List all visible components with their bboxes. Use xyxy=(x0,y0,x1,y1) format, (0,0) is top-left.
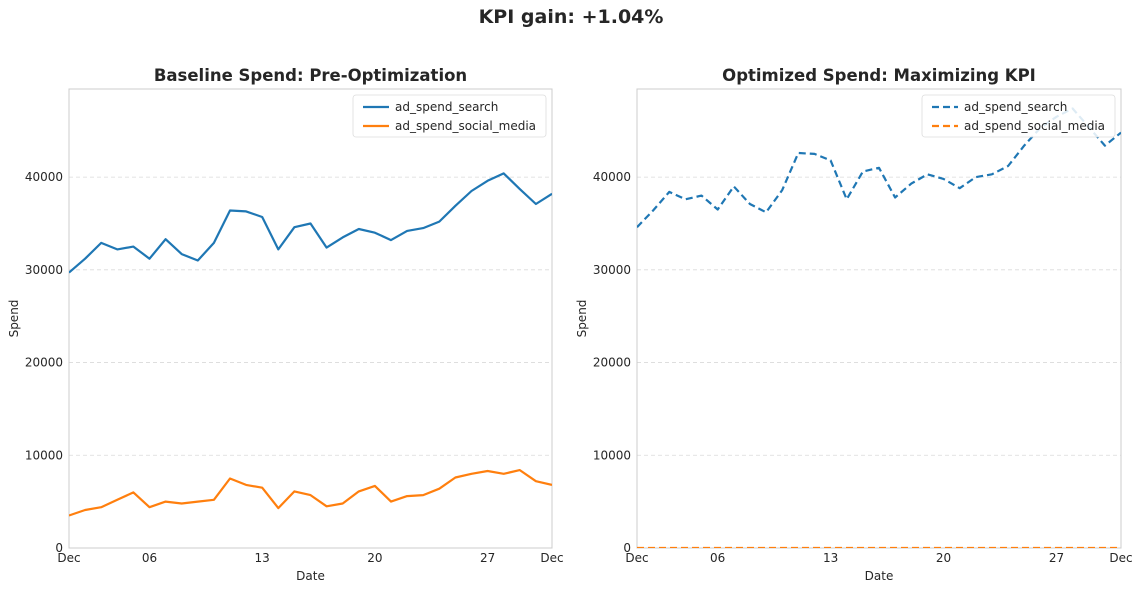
baseline-series-group xyxy=(69,172,552,517)
baseline-legend-entry: ad_spend_search xyxy=(395,100,498,114)
baseline-xtick-label: Dec xyxy=(57,551,80,565)
optimized-xtick-label: Dec xyxy=(625,551,648,565)
baseline-legend-box xyxy=(352,94,547,138)
optimized-series-group xyxy=(637,107,1121,548)
figure-title: KPI gain: +1.04% xyxy=(478,6,664,28)
baseline-ytick-label: 40000 xyxy=(25,170,63,184)
baseline-ytick-label: 0 xyxy=(55,541,63,555)
optimized-ylabel: Spend xyxy=(575,300,589,338)
chart-baseline: 0 10000 20000 30000 40000 Dec 06 13 20 27 Dec Date S… xyxy=(7,66,564,583)
optimized-title: Optimized Spend: Maximizing KPI xyxy=(722,66,1036,85)
baseline-xtick-label: Dec xyxy=(540,551,563,565)
optimized-xtick-label: Dec xyxy=(1109,551,1132,565)
optimized-ytick-label: 40000 xyxy=(593,170,631,184)
baseline-legend-entry: ad_spend_social_media xyxy=(395,119,536,133)
baseline-plot-frame xyxy=(68,88,553,549)
optimized-ytick-label: 10000 xyxy=(593,448,631,462)
optimized-series-line-ad-spend-search xyxy=(637,107,1121,228)
optimized-xtick-label: 13 xyxy=(823,551,838,565)
optimized-ytick-label: 20000 xyxy=(593,356,631,370)
baseline-ytick-label: 20000 xyxy=(25,356,63,370)
optimized-legend-box xyxy=(921,94,1116,138)
chart-optimized: 0 10000 20000 30000 40000 Dec 06 13 20 27 Dec Date S… xyxy=(575,66,1133,583)
optimized-ytick-label: 30000 xyxy=(593,263,631,277)
optimized-ytick-label: 0 xyxy=(623,541,631,555)
baseline-series-line-ad-spend-social-media xyxy=(69,469,552,517)
baseline-xtick-label: 13 xyxy=(255,551,270,565)
optimized-xlabel: Date xyxy=(865,569,894,583)
optimized-xtick-label: 20 xyxy=(936,551,951,565)
baseline-title: Baseline Spend: Pre-Optimization xyxy=(154,66,467,85)
baseline-xtick-label: 20 xyxy=(367,551,382,565)
optimized-xtick-label: 27 xyxy=(1049,551,1064,565)
baseline-xlabel: Date xyxy=(296,569,325,583)
baseline-ylabel: Spend xyxy=(7,300,21,338)
optimized-legend-entry: ad_spend_social_media xyxy=(964,119,1105,133)
baseline-xtick-label: 27 xyxy=(480,551,495,565)
baseline-xtick-label: 06 xyxy=(142,551,157,565)
baseline-ytick-label: 10000 xyxy=(25,448,63,462)
baseline-series-line-ad-spend-search xyxy=(69,172,552,274)
baseline-ytick-label: 30000 xyxy=(25,263,63,277)
optimized-xtick-label: 06 xyxy=(710,551,725,565)
optimized-legend-entry: ad_spend_search xyxy=(964,100,1067,114)
optimized-plot-frame xyxy=(636,88,1122,549)
